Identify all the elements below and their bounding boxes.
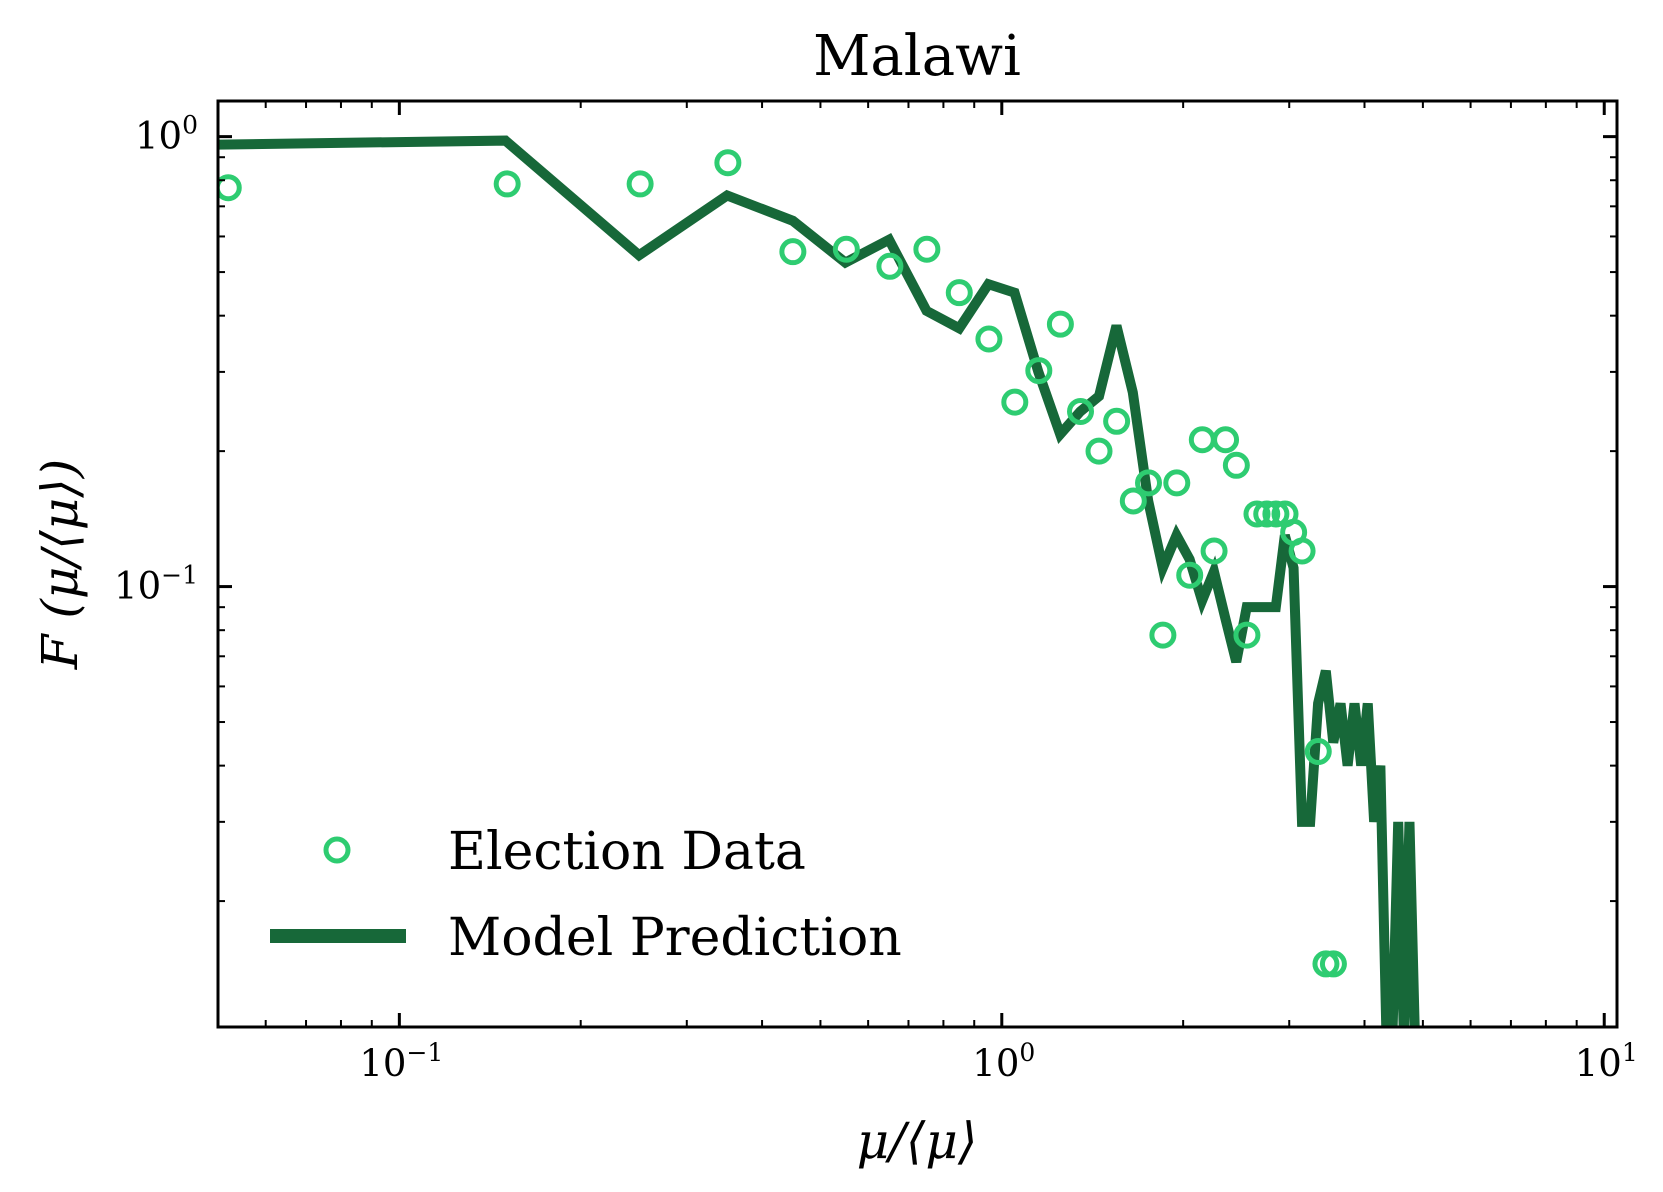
plot-frame — [216, 99, 1619, 1029]
x-axis-label: μ/⟨μ⟩ — [857, 1112, 978, 1170]
legend-label-election-data: Election Data — [448, 822, 806, 882]
legend-marker-election-data — [323, 836, 351, 864]
election-data-point — [1212, 426, 1240, 454]
legend: Election Data Model Prediction — [270, 822, 902, 968]
x-tick-label: 101 — [1575, 1038, 1638, 1085]
election-data-point — [1288, 537, 1316, 565]
election-data-point — [1025, 357, 1053, 385]
election-data-point — [1319, 950, 1347, 978]
election-data-point — [832, 235, 860, 263]
chart-title: Malawi — [813, 24, 1021, 89]
election-data-point — [1163, 469, 1191, 497]
y-tick-label: 10−1 — [114, 561, 198, 608]
election-data-point — [779, 238, 807, 266]
election-data-point — [1222, 451, 1250, 479]
election-data-point — [1176, 561, 1204, 589]
election-data-point — [1135, 469, 1163, 497]
election-data-point — [1103, 407, 1131, 435]
election-data-point — [626, 170, 654, 198]
legend-label-model-prediction: Model Prediction — [448, 908, 902, 968]
election-data-point — [1253, 500, 1281, 528]
election-data-point — [1067, 397, 1095, 425]
x-tick-label: 100 — [972, 1038, 1035, 1085]
election-data-point — [1046, 310, 1074, 338]
x-tick-label: 10−1 — [359, 1038, 443, 1085]
model-prediction-line — [218, 135, 1420, 1027]
election-data-point — [1119, 487, 1147, 515]
election-data-point — [1262, 500, 1290, 528]
election-data-point — [1085, 437, 1113, 465]
election-data-point — [975, 325, 1003, 353]
y-axis-label: F (μ/⟨μ⟩) — [31, 459, 89, 670]
ticks-layer: 10−1 100 101 10−1 100 — [114, 101, 1638, 1085]
y-tick-label: 100 — [135, 111, 198, 158]
election-data-point — [218, 174, 242, 202]
election-data-point — [1243, 500, 1271, 528]
election-data-point — [1233, 621, 1261, 649]
election-data-point — [913, 235, 941, 263]
election-data-point — [493, 170, 521, 198]
election-data-point — [1304, 738, 1332, 765]
election-data-point — [1001, 388, 1029, 416]
election-data-point — [714, 149, 742, 177]
election-data-point — [1149, 621, 1177, 649]
election-data-point — [945, 279, 973, 307]
plot-layer — [218, 135, 1420, 1027]
election-data-point — [1200, 537, 1228, 565]
election-data-point — [1188, 426, 1216, 454]
election-data-point — [876, 252, 904, 280]
